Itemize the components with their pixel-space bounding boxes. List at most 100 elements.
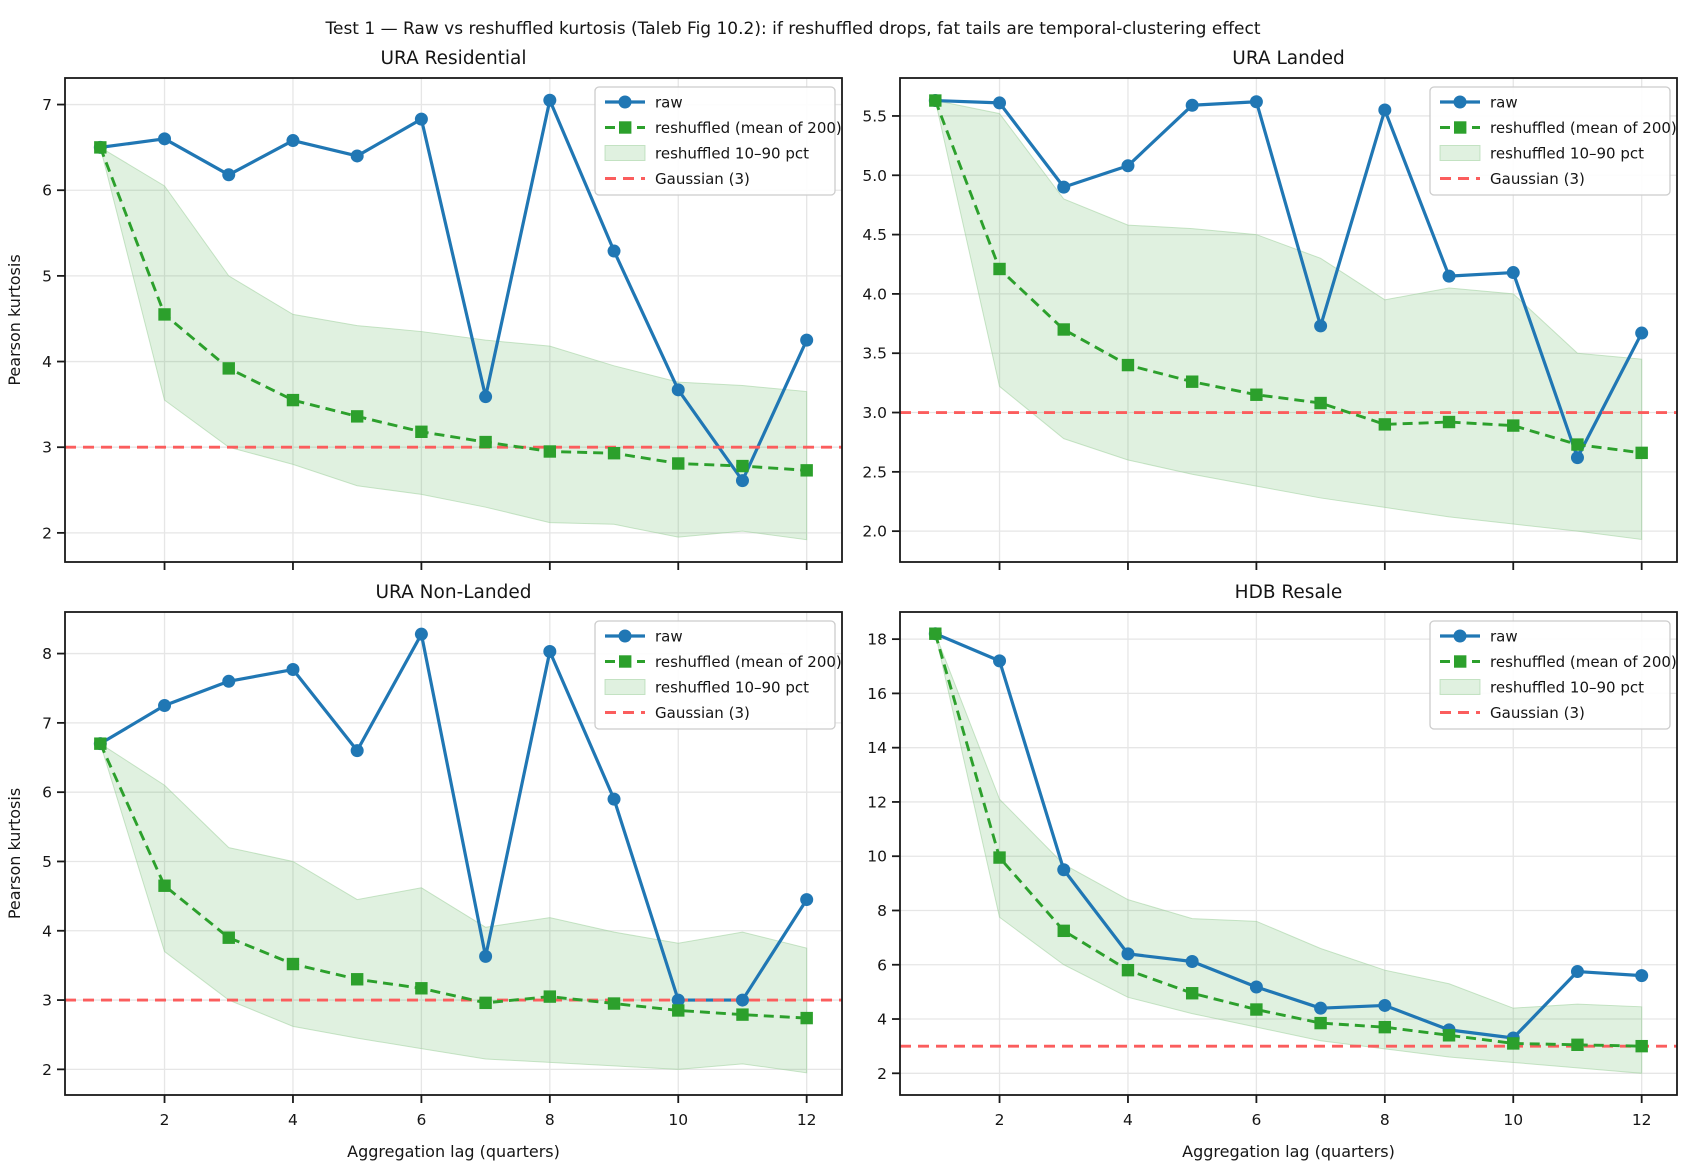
- raw-marker: [1570, 451, 1584, 465]
- legend-raw-marker-icon: [618, 95, 632, 109]
- y-tick-label: 4.5: [862, 226, 887, 244]
- legend-label-band: reshuffled 10–90 pct: [655, 145, 809, 163]
- reshuffled-marker: [94, 737, 107, 750]
- reshuffled-marker: [543, 990, 557, 1003]
- raw-marker: [286, 134, 300, 148]
- reshuffled-marker: [607, 447, 621, 460]
- reshuffled-marker: [1635, 446, 1648, 460]
- raw-marker: [1249, 980, 1263, 994]
- subplot-title: URA Non-Landed: [376, 582, 532, 603]
- reshuffled-marker: [736, 459, 749, 473]
- raw-marker: [993, 654, 1007, 668]
- legend-label-reshuffled: reshuffled (mean of 200): [655, 119, 842, 137]
- reshuffled-marker: [672, 1004, 685, 1017]
- raw-marker: [1314, 1001, 1328, 1015]
- raw-marker: [671, 993, 685, 1007]
- x-axis: 2 4 6 8 10 12: [995, 1095, 1652, 1129]
- raw-marker: [158, 132, 172, 146]
- reshuffled-marker: [736, 1008, 749, 1021]
- raw-marker: [1506, 266, 1520, 280]
- raw-marker: [543, 93, 557, 107]
- reshuffled-band: [99, 742, 808, 1074]
- legend-raw-marker-icon: [1453, 95, 1467, 109]
- raw-marker: [1121, 159, 1135, 173]
- raw-marker: [1314, 319, 1328, 333]
- x-tick-label: 10: [668, 1111, 688, 1129]
- reshuffled-markers: [94, 737, 813, 1025]
- legend-label-gaussian: Gaussian (3): [655, 704, 750, 722]
- subplot-title: URA Residential: [380, 48, 526, 69]
- x-axis-label: Aggregation lag (quarters): [1182, 1142, 1395, 1161]
- legend-box: [1429, 620, 1671, 730]
- raw-marker: [222, 674, 236, 688]
- y-tick-label: 2.5: [862, 463, 887, 481]
- reshuffled-markers: [94, 141, 813, 477]
- reshuffled-marker: [1507, 1037, 1520, 1050]
- reshuffled-marker: [1250, 388, 1263, 401]
- raw-marker: [286, 663, 300, 677]
- y-tick-label: 2: [877, 1065, 887, 1083]
- raw-marker: [1185, 954, 1199, 968]
- reshuffled-marker: [543, 445, 557, 458]
- raw-marker: [800, 333, 814, 347]
- reshuffled-marker: [1121, 358, 1135, 372]
- reshuffled-marker: [1121, 963, 1135, 977]
- raw-marker: [671, 383, 685, 397]
- axes-spines: [64, 77, 843, 563]
- x-axis: [998, 562, 1643, 570]
- legend-reshuffled-marker-icon: [1454, 655, 1467, 668]
- y-tick-label: 4.0: [862, 285, 887, 303]
- reshuffled-marker: [1442, 1029, 1456, 1042]
- y-axis: 2 3 4 5 6 7: [42, 96, 65, 542]
- legend-band-swatch-icon: [1439, 679, 1481, 695]
- legend-reshuffled-marker-icon: [619, 121, 632, 134]
- y-axis: 2 4 6 8 10 12 14 16 18: [867, 631, 900, 1083]
- legend-band-swatch-icon: [604, 145, 646, 161]
- raw-marker: [1635, 326, 1649, 340]
- subplot-title: HDB Resale: [1235, 582, 1343, 603]
- y-tick-label: 6: [42, 182, 52, 200]
- raw-marker: [350, 149, 364, 163]
- raw-marker: [479, 390, 493, 404]
- reshuffled-marker: [415, 982, 428, 995]
- subplot-title: URA Landed: [1232, 48, 1344, 69]
- legend-raw-marker-icon: [618, 629, 632, 643]
- reshuffled-band: [99, 146, 808, 541]
- x-tick-label: 4: [1123, 1111, 1133, 1129]
- reshuffled-marker: [222, 931, 235, 944]
- y-tick-label: 7: [42, 96, 52, 114]
- y-tick-label: 3: [42, 992, 52, 1010]
- raw-marker: [607, 792, 621, 806]
- reshuffled-marker: [1378, 418, 1392, 431]
- raw-marker: [800, 893, 814, 907]
- legend-box: [594, 86, 836, 196]
- legend-label-gaussian: Gaussian (3): [655, 170, 750, 188]
- y-axis: 2.0 2.5 3.0 3.5 4.0 4.5 5.0 5.5: [862, 107, 900, 541]
- raw-marker: [735, 993, 749, 1007]
- reshuffled-marker: [350, 973, 364, 986]
- raw-marker: [350, 744, 364, 758]
- reshuffled-marker: [607, 997, 621, 1010]
- y-tick-label: 2: [42, 524, 52, 542]
- reshuffled-marker: [1314, 1016, 1327, 1030]
- legend-label-gaussian: Gaussian (3): [1490, 170, 1585, 188]
- subplot-0: 2 3 4 5 6 7 Pearson kurtosis URA Residential raw…: [5, 48, 843, 570]
- raw-marker: [1121, 947, 1135, 961]
- raw-line: [934, 632, 1642, 1040]
- raw-line: [935, 98, 1644, 460]
- x-tick-label: 8: [1380, 1111, 1390, 1129]
- legend-label-reshuffled: reshuffled (mean of 200): [1490, 653, 1677, 671]
- reshuffled-marker: [993, 262, 1006, 276]
- y-tick-label: 4: [877, 1011, 887, 1029]
- y-tick-label: 16: [867, 685, 887, 703]
- reshuffled-marker: [800, 464, 813, 477]
- raw-marker: [414, 112, 428, 126]
- subplot-1: 2.0 2.5 3.0 3.5 4.0 4.5 5.0 5.5 URA Landed raw res…: [862, 48, 1678, 570]
- legend-raw-marker-icon: [1453, 629, 1467, 643]
- y-tick-label: 5: [42, 853, 52, 871]
- legend-label-raw: raw: [1490, 628, 1518, 646]
- x-tick-label: 10: [1503, 1111, 1523, 1129]
- reshuffled-markers: [929, 94, 1648, 460]
- raw-marker: [479, 949, 493, 963]
- x-tick-label: 4: [288, 1111, 298, 1129]
